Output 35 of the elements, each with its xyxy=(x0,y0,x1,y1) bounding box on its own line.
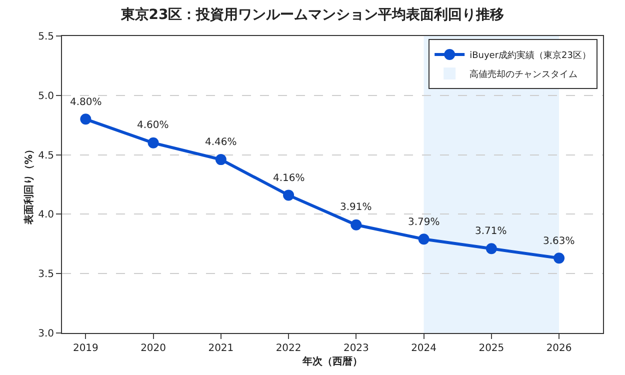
band-label: 高値売却のチャンスタイム xyxy=(470,68,578,80)
point xyxy=(418,234,430,245)
point xyxy=(554,252,565,264)
y-axis-title: 表面利回り（%） xyxy=(23,144,35,226)
data-label: 4.60% xyxy=(137,120,169,131)
y-tick-label: 5.0 xyxy=(38,90,54,102)
x-tick-label: 2020 xyxy=(140,343,166,354)
data-label: 4.80% xyxy=(70,97,102,108)
point xyxy=(80,114,92,125)
x-tick-label: 2022 xyxy=(276,343,302,354)
data-label: 3.79% xyxy=(408,217,440,228)
legend-label: iBuyer成約実績（東京23区） xyxy=(470,50,591,61)
point xyxy=(486,243,497,254)
point xyxy=(283,190,294,201)
y-tick-label: 4.0 xyxy=(38,210,54,221)
x-axis-title: 年次（西暦） xyxy=(302,356,362,368)
y-tick-label: 3.0 xyxy=(38,328,54,340)
y-tick-label: 3.5 xyxy=(38,269,54,280)
x-tick-label: 2024 xyxy=(411,343,437,354)
point xyxy=(350,219,362,230)
point xyxy=(215,154,226,166)
data-label: 3.63% xyxy=(543,236,575,247)
x-tick-label: 2021 xyxy=(208,343,234,354)
data-label: 3.71% xyxy=(475,226,507,237)
chart-title: 東京23区：投資用ワンルームマンション平均表面利回り推移 xyxy=(120,6,504,24)
x-tick-label: 2019 xyxy=(72,343,98,354)
x-tick-label: 2025 xyxy=(478,343,504,354)
data-label: 4.16% xyxy=(273,173,305,184)
x-tick-label: 2026 xyxy=(546,343,572,354)
y-tick-label: 4.5 xyxy=(38,150,54,162)
x-tick-label: 2023 xyxy=(343,343,369,354)
y-tick-label: 5.5 xyxy=(38,32,54,42)
data-label: 4.46% xyxy=(205,137,237,148)
point xyxy=(148,137,159,148)
data-label: 3.91% xyxy=(340,202,372,213)
